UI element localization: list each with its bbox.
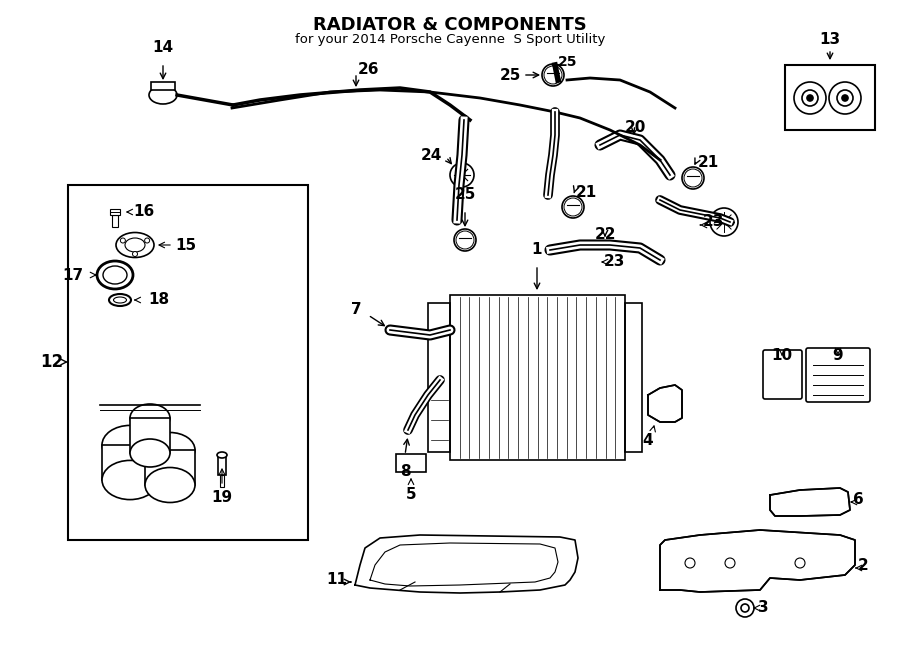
Ellipse shape xyxy=(130,404,170,432)
Circle shape xyxy=(795,558,805,568)
Circle shape xyxy=(145,238,149,243)
Text: 11: 11 xyxy=(326,572,347,588)
Circle shape xyxy=(542,64,564,86)
Circle shape xyxy=(132,251,138,256)
Circle shape xyxy=(685,558,695,568)
Circle shape xyxy=(829,82,861,114)
Text: 18: 18 xyxy=(148,293,169,307)
FancyBboxPatch shape xyxy=(806,348,870,402)
Ellipse shape xyxy=(103,266,127,284)
Ellipse shape xyxy=(116,233,154,258)
Text: 7: 7 xyxy=(351,303,362,317)
Bar xyxy=(218,455,226,475)
Ellipse shape xyxy=(109,294,131,306)
Text: 5: 5 xyxy=(406,487,417,502)
Circle shape xyxy=(121,238,125,243)
Bar xyxy=(112,215,118,227)
Ellipse shape xyxy=(130,439,170,467)
Text: 1: 1 xyxy=(532,242,542,257)
FancyBboxPatch shape xyxy=(763,350,802,399)
Bar xyxy=(625,303,642,452)
Circle shape xyxy=(802,90,818,106)
Text: 4: 4 xyxy=(643,433,653,448)
Circle shape xyxy=(842,95,848,101)
Ellipse shape xyxy=(217,452,227,458)
Ellipse shape xyxy=(102,426,158,465)
Text: 13: 13 xyxy=(819,32,841,47)
Text: 17: 17 xyxy=(62,268,83,282)
Ellipse shape xyxy=(97,261,133,289)
Circle shape xyxy=(682,167,704,189)
Text: 24: 24 xyxy=(420,147,442,163)
Text: 23: 23 xyxy=(703,215,724,229)
Text: 9: 9 xyxy=(832,348,843,363)
Ellipse shape xyxy=(113,297,127,303)
Text: 26: 26 xyxy=(358,62,380,77)
Text: 22: 22 xyxy=(594,227,616,242)
Text: 16: 16 xyxy=(133,204,154,219)
Bar xyxy=(220,475,224,487)
Circle shape xyxy=(725,558,735,568)
Text: for your 2014 Porsche Cayenne  S Sport Utility: for your 2014 Porsche Cayenne S Sport Ut… xyxy=(295,33,605,46)
Text: 3: 3 xyxy=(758,600,769,615)
Ellipse shape xyxy=(125,238,145,252)
Circle shape xyxy=(562,196,584,218)
Bar xyxy=(450,295,625,460)
Text: 10: 10 xyxy=(771,348,793,363)
Ellipse shape xyxy=(145,432,195,467)
Bar xyxy=(428,303,450,452)
Ellipse shape xyxy=(149,86,177,104)
Circle shape xyxy=(454,229,476,251)
Circle shape xyxy=(450,163,474,187)
Bar xyxy=(130,418,170,453)
Text: 23: 23 xyxy=(604,254,626,270)
Ellipse shape xyxy=(145,467,195,502)
Text: RADIATOR & COMPONENTS: RADIATOR & COMPONENTS xyxy=(313,16,587,34)
Bar xyxy=(396,454,426,472)
Circle shape xyxy=(794,82,826,114)
Circle shape xyxy=(710,208,738,236)
Circle shape xyxy=(741,604,749,612)
Text: 12: 12 xyxy=(40,353,63,371)
Text: 19: 19 xyxy=(212,490,232,505)
Text: 20: 20 xyxy=(625,120,645,135)
Text: 25: 25 xyxy=(558,55,578,69)
Text: 14: 14 xyxy=(152,40,174,55)
Text: 15: 15 xyxy=(175,237,196,253)
Polygon shape xyxy=(648,385,682,422)
Polygon shape xyxy=(355,535,578,593)
Bar xyxy=(68,185,308,540)
Text: 8: 8 xyxy=(400,464,410,479)
Text: 21: 21 xyxy=(698,155,719,170)
Bar xyxy=(110,209,120,215)
Bar xyxy=(151,82,175,90)
Circle shape xyxy=(807,95,813,101)
Bar xyxy=(145,450,195,485)
Circle shape xyxy=(736,599,754,617)
Text: 25: 25 xyxy=(454,187,476,202)
Bar xyxy=(102,445,158,480)
Text: 21: 21 xyxy=(576,185,598,200)
Text: 6: 6 xyxy=(853,492,864,508)
Bar xyxy=(785,65,875,130)
Text: 25: 25 xyxy=(500,67,521,83)
Polygon shape xyxy=(770,488,850,516)
Text: 2: 2 xyxy=(858,557,868,572)
Polygon shape xyxy=(660,530,855,592)
Circle shape xyxy=(837,90,853,106)
Ellipse shape xyxy=(102,461,158,500)
